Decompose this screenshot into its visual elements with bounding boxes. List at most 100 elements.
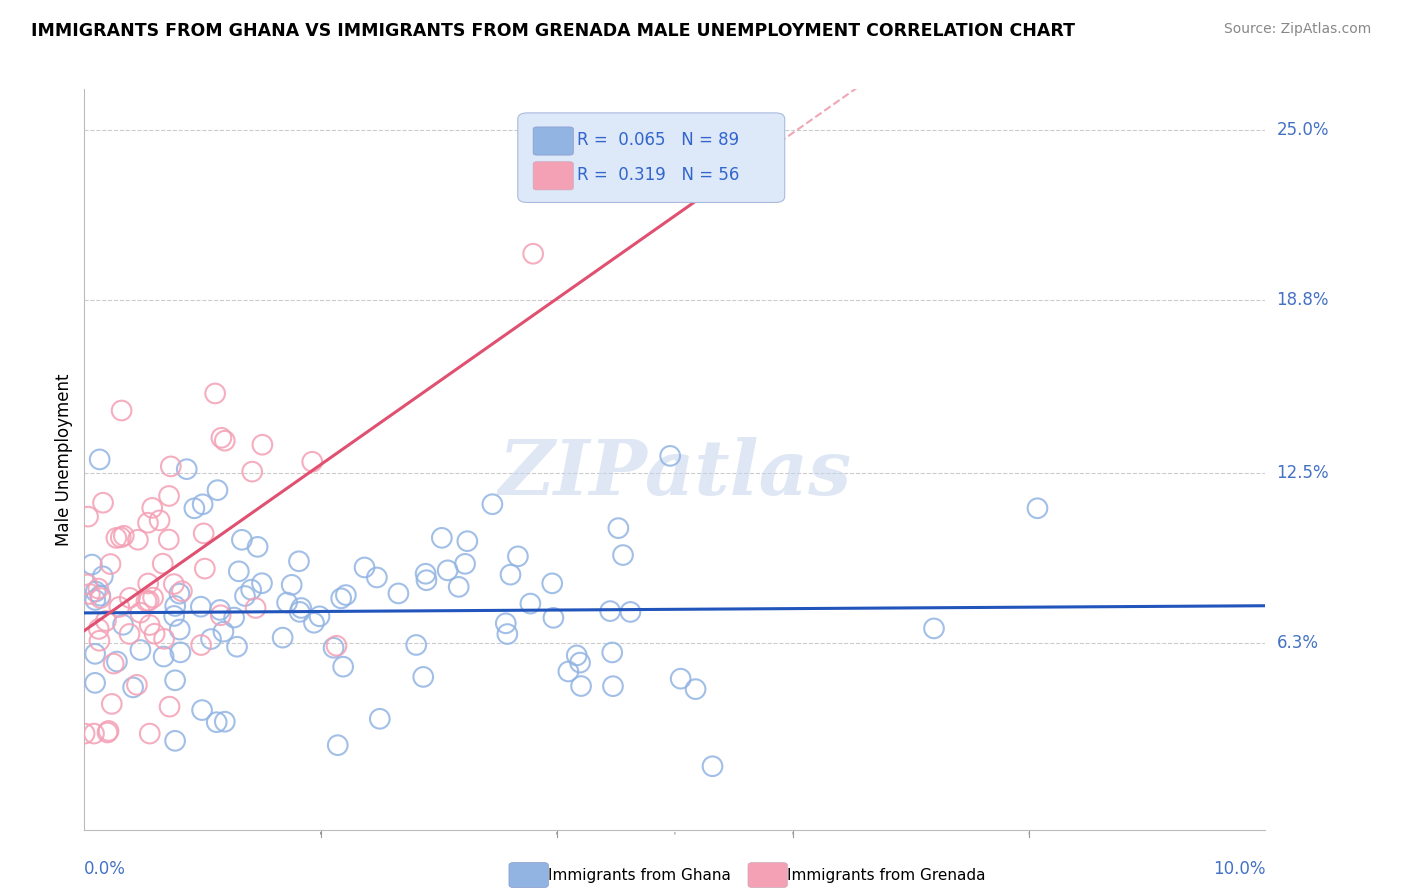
Point bbox=[326, 738, 349, 752]
Point bbox=[543, 611, 565, 625]
Point bbox=[101, 697, 124, 711]
Point bbox=[142, 591, 165, 605]
Point bbox=[214, 434, 236, 448]
Point bbox=[73, 726, 96, 740]
Point bbox=[159, 459, 181, 474]
FancyBboxPatch shape bbox=[533, 161, 574, 190]
Point bbox=[191, 703, 214, 717]
Text: 0.0%: 0.0% bbox=[84, 860, 127, 878]
Point bbox=[105, 531, 128, 545]
Point bbox=[152, 649, 174, 664]
Point bbox=[176, 462, 198, 476]
Point bbox=[612, 548, 634, 562]
Point bbox=[157, 533, 180, 547]
Point bbox=[163, 609, 186, 624]
Point bbox=[159, 699, 181, 714]
Point bbox=[138, 618, 160, 632]
Point bbox=[129, 643, 152, 657]
Point bbox=[141, 500, 163, 515]
Point bbox=[110, 530, 132, 544]
Point bbox=[353, 560, 375, 574]
Point bbox=[565, 648, 588, 663]
Point bbox=[250, 576, 273, 591]
Point bbox=[447, 580, 470, 594]
Point bbox=[602, 679, 624, 693]
Point bbox=[149, 513, 172, 527]
Point bbox=[415, 566, 437, 581]
Point bbox=[325, 639, 347, 653]
Point bbox=[208, 603, 231, 617]
Point bbox=[366, 570, 388, 584]
Point bbox=[87, 622, 110, 636]
Text: IMMIGRANTS FROM GHANA VS IMMIGRANTS FROM GRENADA MALE UNEMPLOYMENT CORRELATION C: IMMIGRANTS FROM GHANA VS IMMIGRANTS FROM… bbox=[31, 22, 1076, 40]
Point bbox=[456, 534, 478, 549]
Text: 12.5%: 12.5% bbox=[1277, 464, 1329, 482]
Point bbox=[157, 489, 180, 503]
Point bbox=[183, 501, 205, 516]
Point bbox=[207, 483, 229, 498]
Point bbox=[118, 591, 141, 605]
Point bbox=[118, 627, 141, 641]
Point bbox=[430, 531, 453, 545]
Point bbox=[112, 617, 135, 632]
Point bbox=[405, 638, 427, 652]
Point bbox=[87, 582, 110, 596]
Point bbox=[481, 497, 503, 511]
Point bbox=[209, 431, 232, 445]
Point bbox=[322, 640, 344, 655]
Point bbox=[108, 599, 131, 614]
Point bbox=[110, 403, 132, 417]
Point bbox=[84, 593, 107, 607]
Point bbox=[96, 725, 118, 739]
Y-axis label: Male Unemployment: Male Unemployment bbox=[55, 373, 73, 546]
Point bbox=[152, 557, 174, 571]
Point bbox=[84, 647, 107, 661]
Point bbox=[302, 615, 325, 630]
Point bbox=[368, 712, 391, 726]
Text: Source: ZipAtlas.com: Source: ZipAtlas.com bbox=[1223, 22, 1371, 37]
Text: Immigrants from Ghana: Immigrants from Ghana bbox=[548, 868, 731, 882]
Point bbox=[165, 734, 187, 748]
Point bbox=[165, 599, 187, 613]
Text: 18.8%: 18.8% bbox=[1277, 292, 1329, 310]
Point bbox=[240, 465, 263, 479]
Point bbox=[245, 601, 267, 615]
Point bbox=[136, 516, 159, 530]
Point bbox=[922, 621, 945, 635]
Point bbox=[280, 578, 302, 592]
Point bbox=[288, 554, 311, 568]
Point bbox=[288, 605, 311, 619]
Point bbox=[214, 714, 236, 729]
Point bbox=[129, 606, 152, 620]
Point bbox=[89, 589, 111, 603]
Point bbox=[233, 589, 256, 603]
Point bbox=[415, 573, 437, 587]
Point bbox=[91, 569, 114, 583]
Point bbox=[139, 726, 162, 740]
Point bbox=[105, 655, 128, 669]
Point bbox=[80, 558, 103, 572]
Point bbox=[619, 605, 641, 619]
Point bbox=[308, 609, 330, 624]
Point bbox=[138, 594, 160, 608]
Point bbox=[569, 679, 592, 693]
Point bbox=[228, 564, 250, 578]
Point bbox=[170, 584, 193, 599]
Point bbox=[163, 577, 186, 591]
FancyBboxPatch shape bbox=[533, 127, 574, 155]
Text: 10.0%: 10.0% bbox=[1213, 860, 1265, 878]
Point bbox=[290, 601, 312, 615]
Point bbox=[122, 681, 145, 695]
Point bbox=[669, 672, 692, 686]
Point bbox=[193, 526, 215, 541]
Point bbox=[600, 645, 623, 659]
Point bbox=[335, 588, 357, 602]
Point bbox=[76, 577, 98, 591]
Point bbox=[702, 759, 724, 773]
Point bbox=[387, 586, 409, 600]
Point bbox=[330, 591, 353, 606]
Point bbox=[569, 656, 592, 670]
Point bbox=[190, 599, 212, 614]
Point bbox=[127, 533, 149, 547]
Text: 25.0%: 25.0% bbox=[1277, 121, 1329, 139]
